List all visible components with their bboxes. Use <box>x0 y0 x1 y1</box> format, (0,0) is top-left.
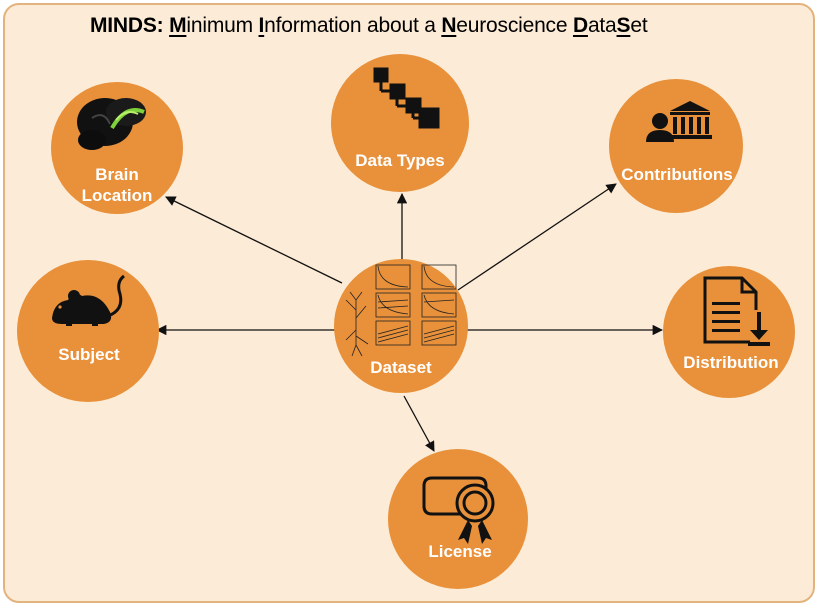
node-brain-location: Brain Location <box>51 82 183 214</box>
node-label: Distribution <box>683 353 778 372</box>
arrow-to-license <box>404 396 434 451</box>
node-contributions: Contributions <box>609 79 743 213</box>
node-circle <box>609 79 743 213</box>
node-label: License <box>428 542 491 561</box>
node-dataset: Dataset <box>334 259 468 393</box>
node-label-line1: Brain <box>95 165 138 184</box>
node-label: Subject <box>58 345 120 364</box>
node-subject: Subject <box>17 260 159 402</box>
node-circle <box>388 449 528 589</box>
node-label: Data Types <box>355 151 444 170</box>
node-data-types: Data Types <box>331 54 469 192</box>
node-distribution: Distribution <box>663 266 795 398</box>
node-label: Contributions <box>621 165 732 184</box>
node-circle <box>331 54 469 192</box>
node-license: License <box>388 449 528 589</box>
arrow-to-brain-location <box>166 197 342 283</box>
node-label: Dataset <box>370 358 432 377</box>
arrow-to-contributions <box>458 184 616 290</box>
node-label-line2: Location <box>82 186 153 205</box>
node-circle <box>17 260 159 402</box>
